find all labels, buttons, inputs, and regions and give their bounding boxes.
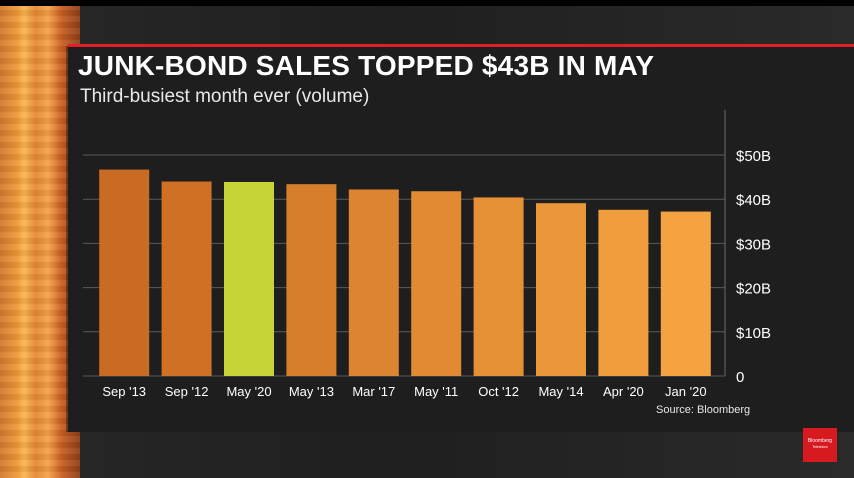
x-tick-label: Mar '17 [352,384,395,399]
bloomberg-logo: Bloomberg Television [803,428,837,462]
x-tick-label: Apr '20 [603,384,644,399]
x-tick-label: Oct '12 [478,384,519,399]
bar [660,211,711,376]
bar [99,169,150,376]
y-tick-label: $40B [736,192,771,209]
x-tick-label: Jan '20 [665,384,707,399]
title-accent-line [68,44,854,47]
x-tick-label: May '20 [226,384,271,399]
background-stripes [0,0,80,478]
x-tick-label: May '11 [414,384,458,399]
chart-title: JUNK-BOND SALES TOPPED $43B IN MAY [78,50,655,81]
y-tick-label: $50B [736,148,771,165]
x-tick-label: May '14 [538,384,583,399]
bar [348,189,399,376]
bar [161,181,212,376]
x-tick-label: May '13 [289,384,334,399]
y-tick-label: 0 [736,369,744,386]
axis-labels: 0 $10B $20B $30B $40B $50B Sep '13 Sep '12 May '… [102,148,771,399]
y-tick-label: $20B [736,281,771,298]
source-label: Source: Bloomberg [656,404,750,416]
bar [286,184,337,376]
bars [99,169,711,376]
x-tick-label: Sep '12 [165,384,209,399]
y-tick-label: $30B [736,236,771,253]
bar [536,203,586,376]
bar [224,181,274,376]
bar [473,197,524,376]
chart-subtitle: Third-busiest month ever (volume) [80,86,370,107]
top-letterbox-bar [0,0,854,6]
x-tick-label: Sep '13 [102,384,146,399]
bar [411,191,462,376]
bar [598,209,649,376]
y-tick-label: $10B [736,325,771,342]
